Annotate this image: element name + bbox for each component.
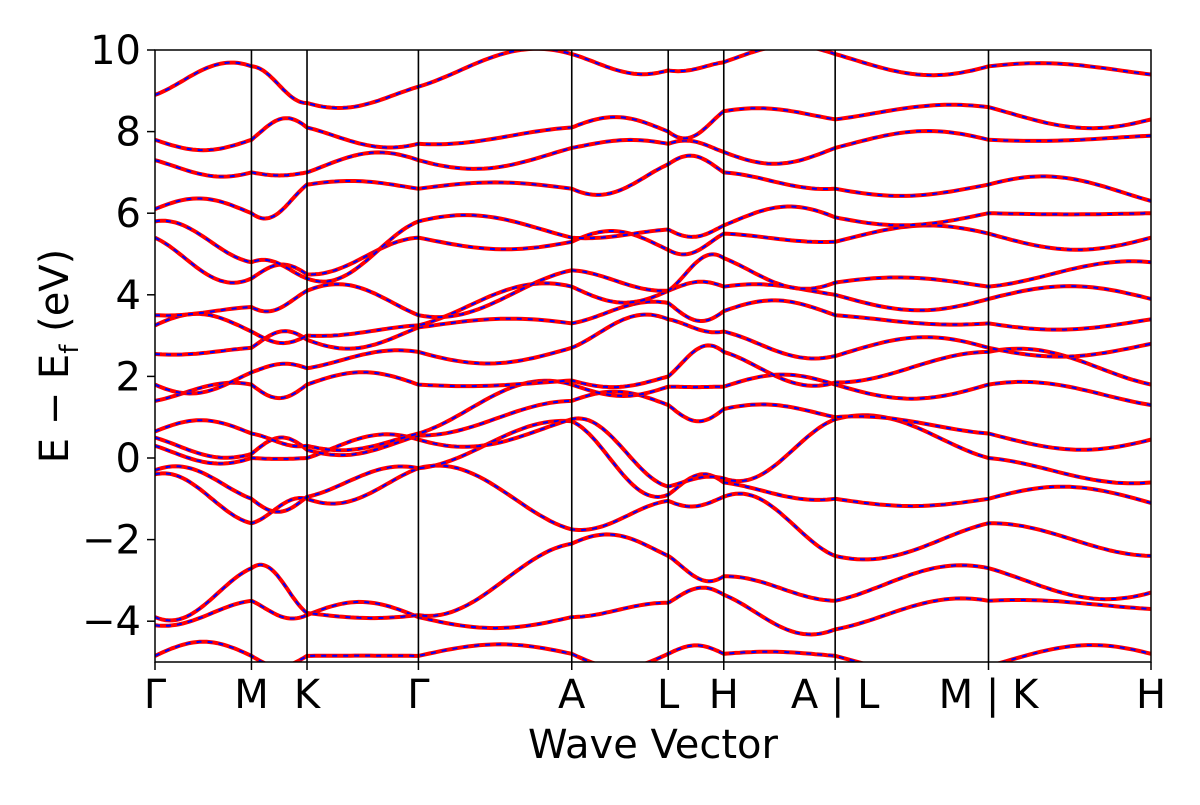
x-tick-label: M | K bbox=[939, 672, 1040, 718]
band-line-blue bbox=[155, 419, 1151, 513]
band-line-red bbox=[155, 298, 1151, 357]
x-tick-label: Γ bbox=[144, 672, 167, 718]
x-tick-label: L bbox=[657, 672, 680, 718]
band-line-blue bbox=[155, 129, 1151, 178]
y-tick-label: 4 bbox=[116, 273, 141, 319]
band-line-blue bbox=[155, 313, 1151, 395]
x-tick-label: H bbox=[1136, 672, 1166, 718]
band-line-blue bbox=[155, 640, 1151, 662]
band-line-blue bbox=[155, 464, 1151, 561]
x-tick-label: A | L bbox=[791, 672, 880, 718]
band-line-blue bbox=[155, 103, 1151, 152]
y-axis-label: E − Ef (eV) bbox=[32, 249, 85, 464]
x-axis-label: Wave Vector bbox=[528, 722, 779, 768]
band-line-blue bbox=[155, 253, 1151, 319]
x-tick-label: H bbox=[709, 672, 739, 718]
x-tick-label: Γ bbox=[407, 672, 430, 718]
y-tick-label: −2 bbox=[82, 518, 141, 564]
bands-group bbox=[155, 50, 1151, 662]
band-line-red bbox=[155, 413, 1151, 489]
band-line-blue bbox=[155, 50, 1151, 110]
band-line-blue bbox=[155, 414, 1151, 488]
band-line-blue bbox=[155, 154, 1151, 220]
band-line-red bbox=[155, 223, 1151, 285]
band-line-blue bbox=[155, 224, 1151, 284]
band-line-blue bbox=[155, 533, 1151, 622]
y-tick-label: 6 bbox=[116, 191, 141, 237]
y-tick-label: 0 bbox=[116, 436, 141, 482]
y-ticks-group: −4 −2 0 2 4 6 8 10 bbox=[82, 28, 155, 645]
y-tick-label: 2 bbox=[116, 354, 141, 400]
band-line-red bbox=[155, 50, 1151, 111]
band-line-red bbox=[155, 128, 1151, 179]
x-tick-label: M bbox=[234, 672, 269, 718]
band-line-blue bbox=[155, 205, 1151, 283]
y-tick-label: 10 bbox=[90, 28, 141, 74]
band-line-blue bbox=[155, 280, 1151, 345]
band-line-red bbox=[155, 532, 1151, 623]
band-line-blue bbox=[155, 344, 1151, 402]
band-line-blue bbox=[155, 586, 1151, 636]
x-tick-label: K bbox=[294, 672, 322, 718]
kpoint-lines-group bbox=[250, 50, 990, 662]
x-tick-label: A bbox=[558, 672, 586, 718]
y-axis-label-unit: (eV) bbox=[32, 249, 78, 345]
band-line-blue bbox=[155, 390, 1151, 459]
band-line-blue bbox=[155, 373, 1151, 452]
y-axis-label-main: E − E bbox=[32, 354, 78, 464]
y-axis-label-sub: f bbox=[55, 344, 85, 354]
band-line-blue bbox=[155, 299, 1151, 356]
y-tick-label: 8 bbox=[116, 110, 141, 156]
plot-frame bbox=[154, 49, 1152, 663]
y-tick-label: −4 bbox=[82, 599, 141, 645]
